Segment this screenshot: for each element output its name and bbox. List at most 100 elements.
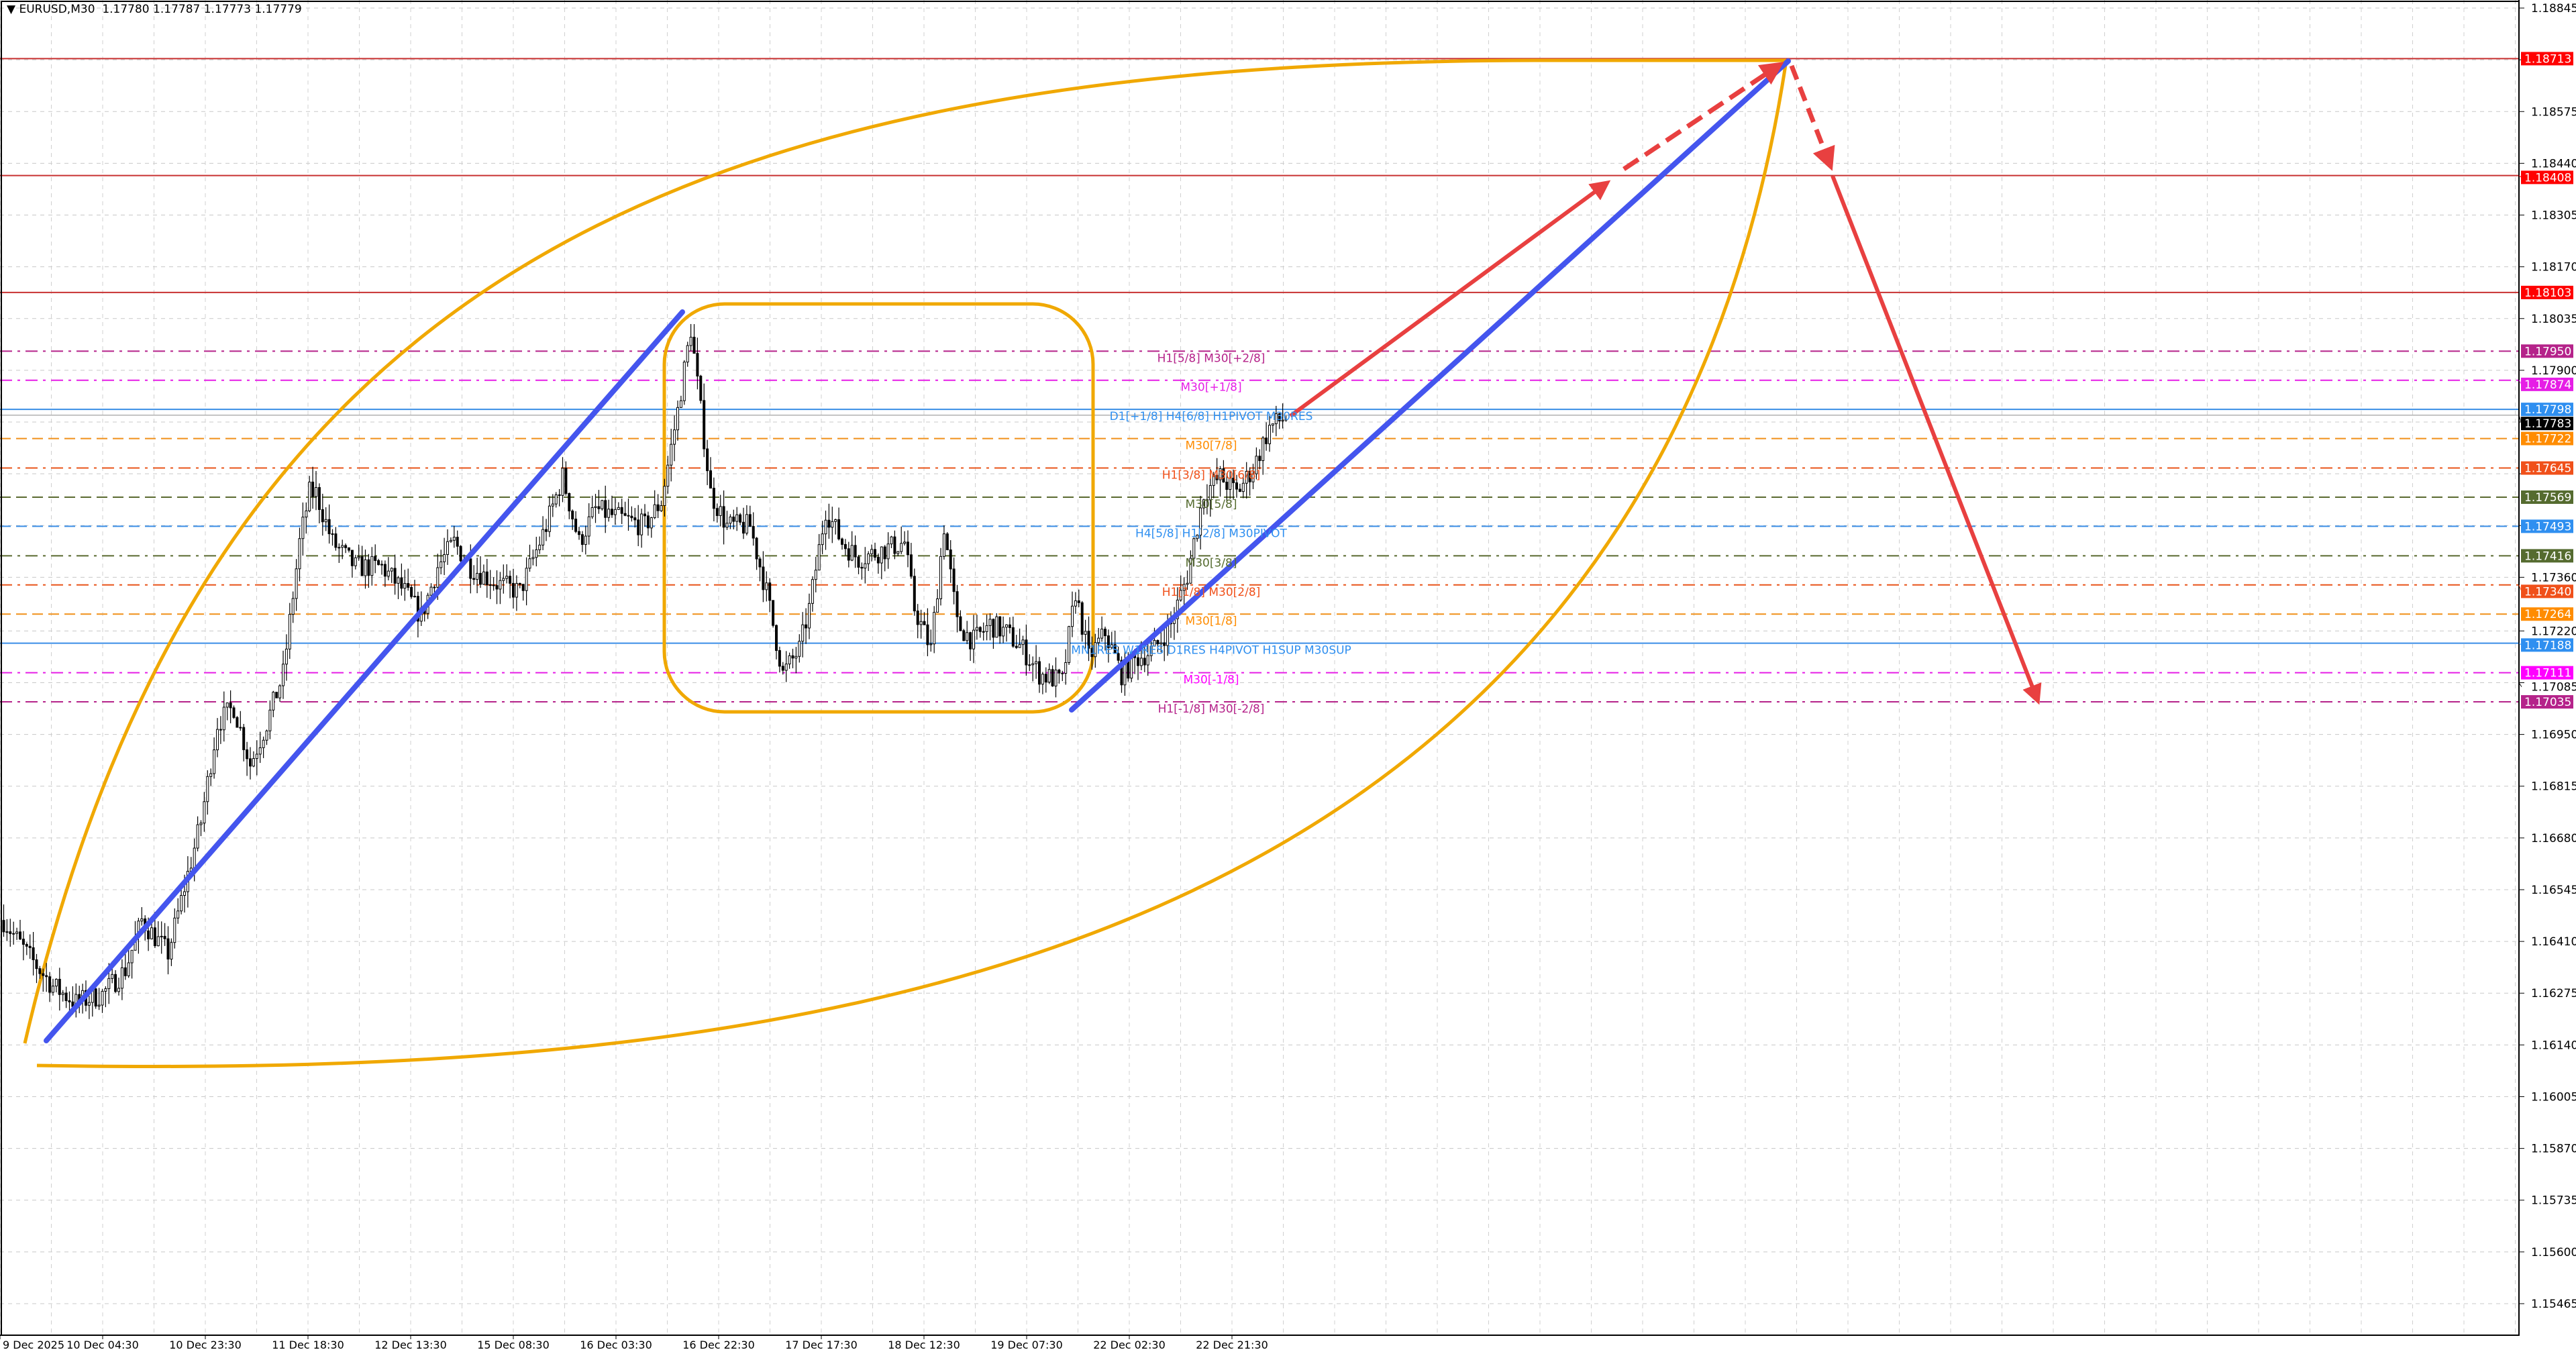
candle-bear [1137, 657, 1139, 666]
candle-bull [900, 543, 903, 552]
orange-curve-bottom[interactable] [36, 60, 1788, 1068]
candle-bull [1074, 600, 1077, 607]
candle-bear [327, 519, 331, 535]
candle-bear [1117, 653, 1120, 661]
candle-bull [1284, 419, 1288, 421]
candle-bear [1225, 482, 1229, 490]
candle-bull [476, 572, 479, 580]
candle-bull [1031, 663, 1035, 666]
candle-bull [282, 664, 285, 686]
candle-bear [45, 975, 48, 978]
candle-bear [860, 566, 864, 569]
candle-bear [472, 578, 476, 580]
candle-bull [436, 567, 440, 588]
candle-bull [1047, 669, 1051, 683]
candle-bear [956, 591, 959, 617]
trendline-2[interactable] [1069, 58, 1791, 713]
orange-curve-top[interactable] [23, 58, 1786, 1044]
candle-bull [686, 345, 689, 363]
candle-bull [183, 891, 186, 896]
candle-bear [509, 576, 512, 584]
arrow-up-solid[interactable] [1289, 180, 1611, 418]
candle-bull [87, 1002, 91, 1006]
candle-bear [1106, 635, 1110, 648]
level-label: H4[5/8] H1[2/8] M30PIVOT [1135, 527, 1288, 540]
candle-bull [150, 927, 153, 939]
candle-bull [1251, 473, 1255, 482]
x-tick-label: 9 Dec 2025 [3, 1339, 64, 1351]
candle-bull [933, 612, 936, 645]
candle-bull [814, 570, 817, 580]
candle-bear [1156, 639, 1160, 645]
candle-bear [837, 519, 841, 539]
candle-bear [709, 470, 712, 489]
candle-bear [1087, 631, 1090, 649]
trendline-1[interactable] [44, 309, 685, 1043]
candle-bear [781, 666, 784, 671]
candle-bear [1205, 499, 1208, 501]
candle-bear [469, 558, 472, 579]
candle-bear [360, 556, 364, 576]
candle-bear [94, 988, 97, 1007]
level-label: M30[3/8] [1186, 556, 1237, 570]
arrow-down-solid[interactable] [1831, 174, 2042, 705]
x-tick-label: 17 Dec 17:30 [785, 1339, 858, 1351]
triangle-down-icon[interactable]: ▼ [7, 3, 16, 16]
candle-bear [1258, 456, 1261, 462]
candle-bear [923, 621, 926, 625]
level-label: M30[1/8] [1186, 615, 1237, 628]
candle-bull [452, 537, 456, 541]
level-label: MN1RES W1RES D1RES H4PIVOT H1SUP M30SUP [1071, 644, 1351, 658]
candle-bull [689, 336, 692, 346]
candle-bear [752, 526, 755, 539]
candle-bull [798, 641, 801, 657]
candle-bear [19, 931, 21, 940]
candle-bull [765, 582, 768, 590]
candle-bear [874, 549, 876, 558]
candle-bear [580, 534, 584, 545]
candle-bear [768, 582, 772, 601]
candle-bear [229, 702, 232, 709]
price-tag [2521, 519, 2573, 533]
y-tick-label: 1.16140 [2531, 1039, 2576, 1052]
candle-bear [778, 650, 781, 667]
candle-bear [805, 624, 808, 629]
candle-bear [722, 506, 725, 528]
candle-bear [623, 513, 627, 516]
candle-bear [239, 727, 242, 729]
chart-title: ▼ EURUSD,M30 1.17780 1.17787 1.17773 1.1… [7, 3, 302, 16]
candle-bull [525, 568, 528, 591]
candle-bear [843, 543, 847, 550]
time-axis[interactable]: 9 Dec 2025 10 Dec 04:30 10 Dec 23:30 11 Dec… [0, 1335, 1268, 1351]
candle-bull [502, 578, 505, 581]
y-tick-label: 1.15735 [2531, 1194, 2576, 1208]
y-tick-label: 1.15465 [2531, 1298, 2576, 1311]
arrow-down-dashed[interactable] [1789, 64, 1835, 171]
candle-bear [242, 727, 246, 750]
price-tag-label: 1.17950 [2524, 345, 2571, 358]
candle-bull [584, 535, 587, 545]
price-axis[interactable]: 1.18845 1.18575 1.18440 1.18305 1.18170 1.180… [2519, 2, 2576, 1311]
candle-bull [880, 546, 883, 564]
candle-bull [305, 510, 308, 518]
candle-bull [896, 551, 900, 554]
price-tag-label: 1.17569 [2524, 491, 2571, 505]
current-price-tag [2521, 417, 2573, 431]
candle-bull [561, 468, 564, 496]
candle-bull [482, 571, 485, 585]
candle-bull [1068, 626, 1071, 663]
x-tick-label: 16 Dec 22:30 [682, 1339, 755, 1351]
candle-bear [978, 627, 982, 632]
candle-bull [607, 509, 611, 518]
candle-bear [998, 616, 1002, 637]
price-tag [2521, 607, 2573, 621]
candle-bull [1084, 631, 1087, 635]
candle-bull [808, 603, 811, 629]
candle-bull [1139, 658, 1143, 666]
arrow-up-dashed[interactable] [1622, 62, 1784, 171]
candle-bull [725, 523, 729, 528]
y-tick-label: 1.17220 [2531, 625, 2576, 638]
candle-bear [21, 939, 25, 945]
candle-bear [712, 488, 715, 509]
